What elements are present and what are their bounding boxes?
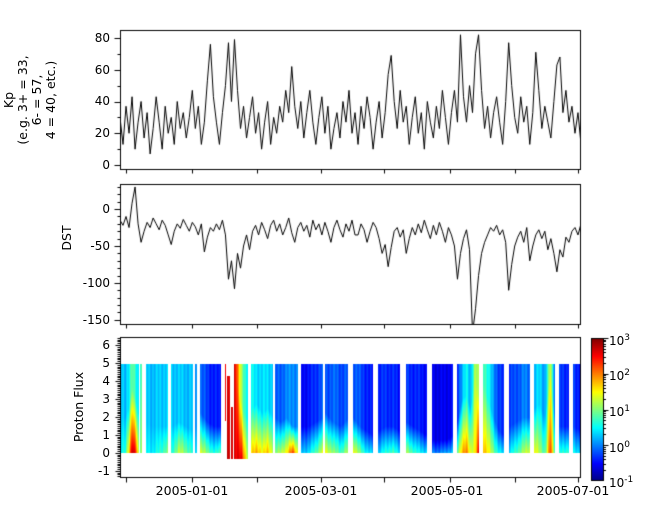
- colorbar-tick-1e2: 102: [609, 368, 631, 383]
- proton-ytick-n1: -1: [98, 464, 110, 478]
- colorbar-tick-1en1: 10-1: [609, 475, 634, 490]
- proton-ytick-6: 6: [102, 338, 110, 352]
- proton-ytick-4: 4: [102, 374, 110, 388]
- kp-ylabel: Kp (e.g. 3+ = 33, 6- = 57, 4 = 40, etc.): [1, 55, 58, 145]
- colorbar-tick-1e0: 100: [609, 440, 631, 455]
- colorbar-tick-1e3: 103: [609, 333, 631, 348]
- kp-ylabel-line1: Kp: [1, 91, 16, 109]
- kp-ytick-80: 80: [94, 31, 110, 45]
- xtick-label-jul: 2005-07-01: [536, 483, 610, 498]
- xtick-label-mar: 2005-03-01: [284, 483, 358, 498]
- proton-ytick-3: 3: [102, 392, 110, 406]
- kp-ytick-0: 0: [102, 158, 110, 172]
- proton-ytick-1: 1: [102, 428, 110, 442]
- kp-ytick-40: 40: [94, 94, 110, 108]
- dst-ytick-n50: -50: [90, 239, 110, 253]
- dst-ytick-n150: -150: [82, 313, 110, 327]
- proton-ytick-5: 5: [102, 356, 110, 370]
- kp-ylabel-line4: 4 = 40, etc.): [43, 60, 58, 140]
- kp-ylabel-line3: 6- = 57,: [29, 74, 44, 126]
- dst-ytick-n100: -100: [82, 276, 110, 290]
- proton-ytick-0: 0: [102, 446, 110, 460]
- xtick-label-may: 2005-05-01: [410, 483, 484, 498]
- colorbar-tick-1e1: 101: [609, 404, 631, 419]
- kp-ylabel-line2: (e.g. 3+ = 33,: [15, 55, 30, 145]
- kp-ytick-20: 20: [94, 126, 110, 140]
- kp-ytick-60: 60: [94, 63, 110, 77]
- dst-ytick-0: 0: [102, 202, 110, 216]
- xtick-label-jan: 2005-01-01: [155, 483, 229, 498]
- proton-ytick-2: 2: [102, 410, 110, 424]
